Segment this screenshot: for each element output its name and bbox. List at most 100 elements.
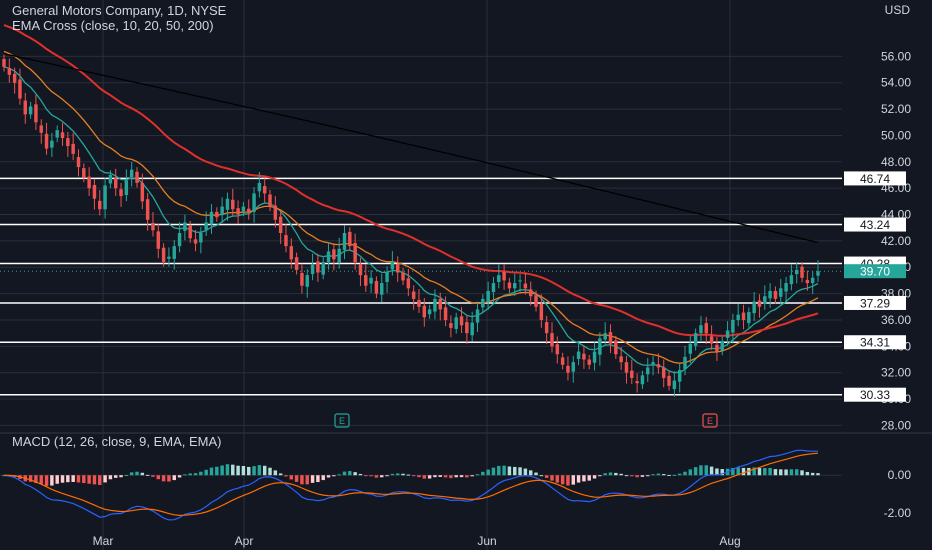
macd-histogram-bar <box>262 465 267 476</box>
macd-histogram-bar <box>406 474 411 476</box>
macd-histogram-bar <box>789 469 794 476</box>
macd-histogram-bar <box>603 473 607 476</box>
candle-body <box>816 271 820 276</box>
candle-body <box>188 225 192 239</box>
macd-histogram-bar <box>151 475 155 477</box>
candle-body <box>199 232 203 243</box>
candle-body <box>87 176 91 189</box>
macd-histogram-bar <box>364 475 368 477</box>
macd-histogram-bar <box>342 471 347 476</box>
candle-body <box>571 362 575 372</box>
macd-histogram-bar <box>268 467 272 476</box>
candle-body <box>44 133 49 149</box>
candle-body <box>475 309 480 323</box>
macd-histogram-bar <box>784 469 788 476</box>
macd-histogram-bar <box>523 468 528 476</box>
candle-body <box>300 273 304 286</box>
macd-histogram-bar <box>757 468 762 476</box>
macd-histogram-bar <box>491 467 496 476</box>
price-tick-label: 28.00 <box>881 418 911 432</box>
candle-body <box>656 364 661 368</box>
candle-body <box>34 104 38 123</box>
candle-body <box>699 325 703 334</box>
candle-body <box>7 67 12 75</box>
horizontal-levels <box>0 177 842 396</box>
ema-line-200 <box>3 53 819 244</box>
candle-body <box>646 367 650 375</box>
candle-body <box>161 247 166 262</box>
macd-histogram-bar <box>92 475 97 485</box>
last-price-label: 39.70 <box>860 265 890 279</box>
macd-histogram-bar <box>518 467 522 476</box>
time-tick-label: Jun <box>477 534 496 548</box>
level-tag <box>844 171 906 186</box>
candle-body <box>438 298 442 310</box>
macd-histogram-bar <box>736 467 740 476</box>
macd-histogram-bar <box>805 471 810 476</box>
candle-body <box>800 266 804 278</box>
macd-histogram-bar <box>71 475 75 482</box>
macd-histogram-bar <box>614 472 618 476</box>
macd-histogram-bar <box>816 473 820 476</box>
macd-histogram-bar <box>273 470 278 476</box>
macd-histogram-bar <box>204 469 208 476</box>
macd-histogram-bar <box>76 475 81 483</box>
macd-histogram-bar <box>140 472 145 476</box>
macd-histogram-bar <box>449 475 453 479</box>
candle-body <box>443 307 448 320</box>
earnings-marker-label: E <box>339 416 345 426</box>
candle-body <box>661 367 666 378</box>
candle-body <box>66 138 70 146</box>
candle-body <box>39 125 43 133</box>
candle-body <box>789 275 794 285</box>
price-tick-label: 42.00 <box>881 234 911 248</box>
macd-histogram-bar <box>353 472 357 476</box>
candle-body <box>273 205 278 220</box>
candle-body <box>374 280 379 294</box>
candle-body <box>395 264 400 273</box>
candle-body <box>380 283 384 295</box>
candle-body <box>534 295 538 307</box>
candle-body <box>614 340 618 355</box>
candle-body <box>124 180 129 196</box>
candle-body <box>55 130 59 138</box>
macd-histogram-bar <box>34 475 38 484</box>
candle-body <box>651 362 655 365</box>
macd-histogram-bar <box>252 466 256 476</box>
candle-body <box>268 194 272 207</box>
candle-body <box>747 312 751 324</box>
macd-pane <box>0 449 842 521</box>
candle-body <box>193 239 198 244</box>
candle-body <box>518 280 522 282</box>
candle-body <box>113 178 118 189</box>
earnings-marker <box>702 413 718 428</box>
macd-histogram-bar <box>177 475 182 478</box>
macd-histogram-bar <box>390 473 395 476</box>
candle-body <box>757 300 762 307</box>
macd-histogram-bar <box>411 475 416 477</box>
candle-body <box>773 290 778 299</box>
macd-histogram-bar <box>576 475 581 483</box>
macd-histogram-bar <box>326 475 331 478</box>
candle-body <box>598 338 602 355</box>
macd-histogram-bar <box>284 475 288 477</box>
macd-histogram-bar <box>555 475 560 483</box>
macd-histogram-bar <box>220 465 224 476</box>
macd-histogram-bar <box>704 465 709 476</box>
candle-body <box>406 278 411 289</box>
macd-histogram-bar <box>44 475 49 486</box>
candle-body <box>422 305 427 318</box>
macd-histogram-bar <box>257 465 262 476</box>
macd-histogram-bar <box>55 475 59 484</box>
candle-body <box>23 100 28 115</box>
macd-histogram-bar <box>773 469 778 476</box>
level-tag-label: 46.74 <box>860 172 890 186</box>
candle-body <box>18 79 22 99</box>
macd-histogram-bar <box>752 467 756 476</box>
level-tag <box>844 217 906 232</box>
candle-body <box>794 269 799 275</box>
ema-line-20 <box>3 50 819 364</box>
macd-histogram-bar <box>438 475 442 477</box>
candle-body <box>752 301 756 314</box>
